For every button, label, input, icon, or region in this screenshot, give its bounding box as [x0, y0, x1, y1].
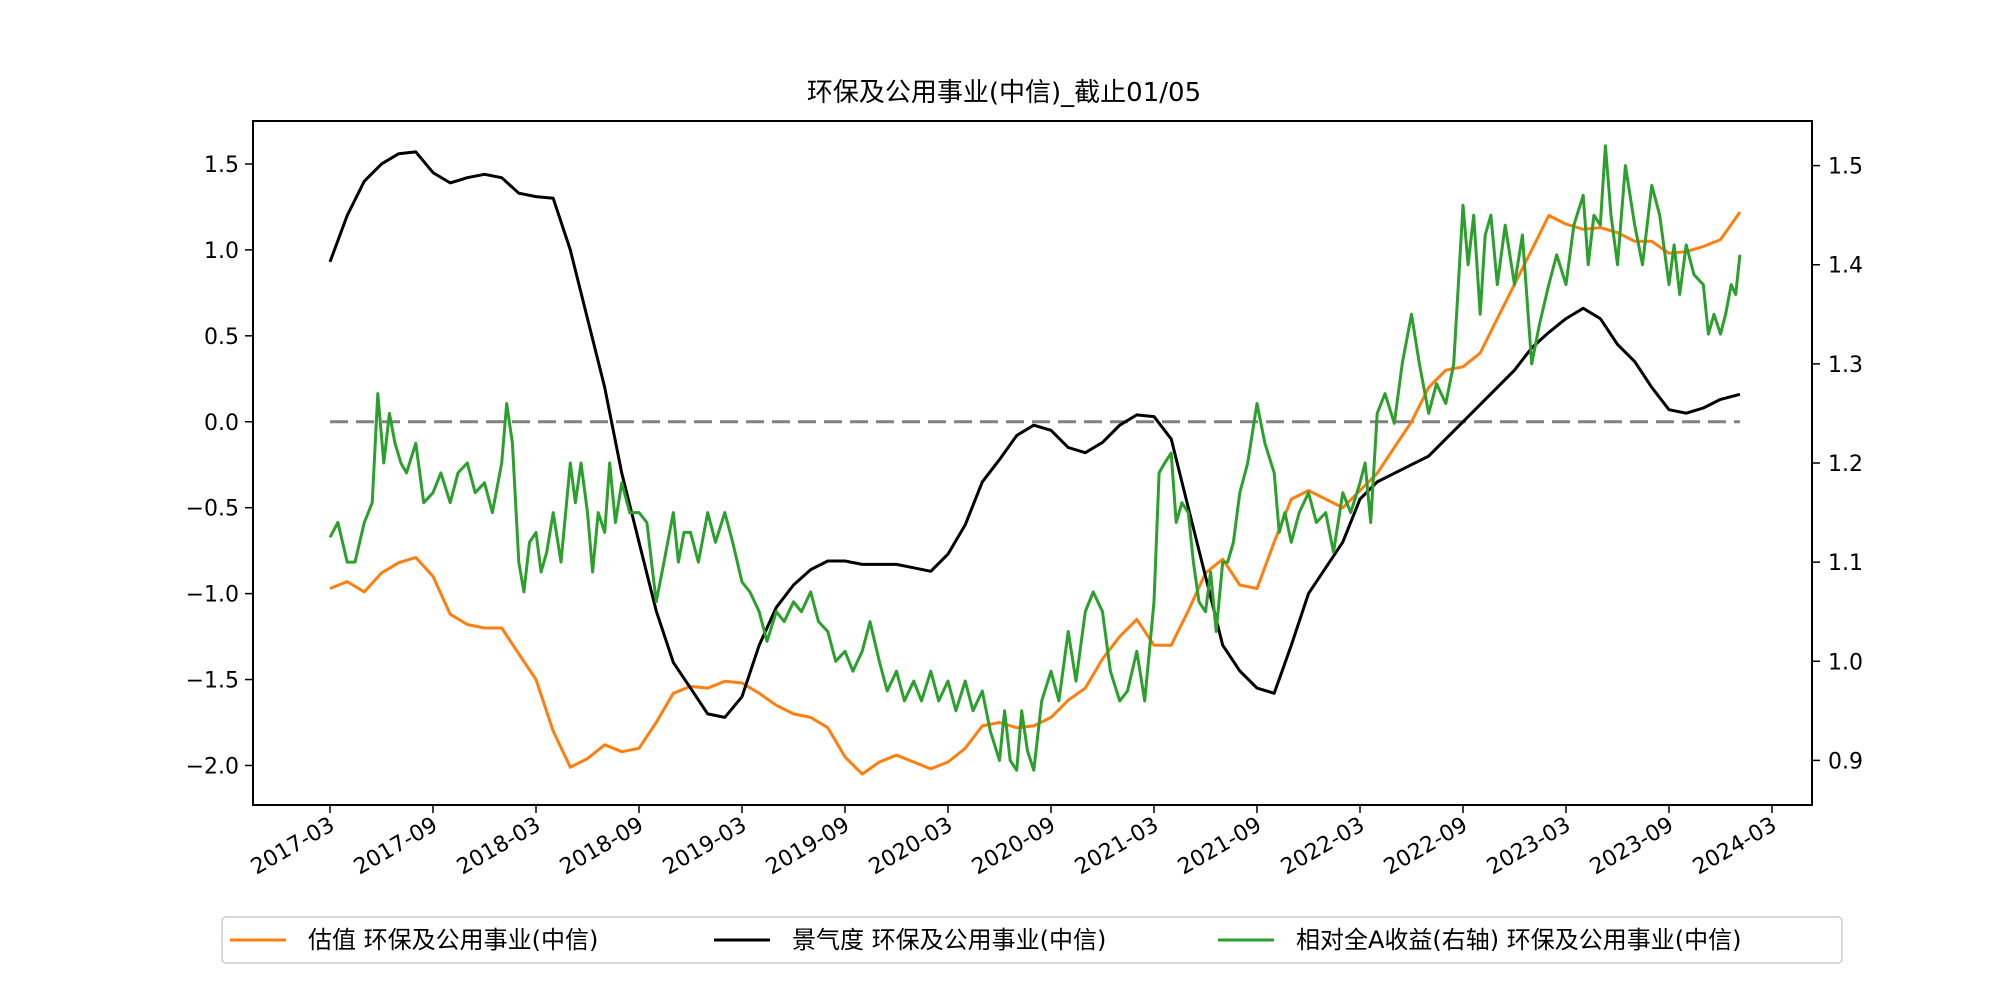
- y-right-tick-label: 1.4: [1828, 254, 1863, 279]
- y-left-tick-label: −0.5: [186, 497, 239, 522]
- x-tick-label: 2018-03: [453, 813, 545, 881]
- y-left-tick-label: 0.5: [204, 325, 239, 350]
- y-right-tick-label: 1.1: [1828, 551, 1863, 576]
- y-left-tick-label: −2.0: [186, 754, 239, 779]
- x-tick-label: 2021-03: [1071, 813, 1163, 881]
- x-tick-label: 2018-09: [556, 813, 648, 881]
- y-left-tick-label: 1.0: [204, 239, 239, 264]
- legend: 估值 环保及公用事业(中信) 景气度 环保及公用事业(中信) 相对全A收益(右轴…: [221, 916, 1843, 964]
- x-tick-label: 2017-09: [350, 813, 442, 881]
- prosperity-line: [328, 150, 1741, 719]
- x-tick-label: 2023-03: [1483, 813, 1575, 881]
- x-tick-label: 2019-03: [659, 813, 751, 881]
- y-right-tick-label: 0.9: [1828, 749, 1863, 774]
- chart-title: 环保及公用事业(中信)_截止01/05: [807, 78, 1201, 108]
- y-right-tick-label: 1.2: [1828, 452, 1863, 477]
- y-left-tick-label: 0.0: [204, 411, 239, 436]
- y-right-tick-label: 1.0: [1828, 650, 1863, 675]
- legend-label-relative: 相对全A收益(右轴) 环保及公用事业(中信): [1296, 926, 1742, 954]
- x-tick-label: 2021-09: [1174, 813, 1266, 881]
- legend-label-prosperity: 景气度 环保及公用事业(中信): [792, 926, 1106, 954]
- plot-area: −2.0 −1.5 −1.0 −0.5 0.0 0.5 1.0 1.5 0.9 1.0 1.1 1.2…: [186, 120, 1863, 881]
- plot-frame: [252, 120, 1813, 806]
- x-tick-label: 2017-03: [247, 813, 339, 881]
- x-tick-label: 2022-09: [1380, 813, 1472, 881]
- y-left-tick-label: 1.5: [204, 153, 239, 178]
- x-tick-label: 2024-03: [1689, 813, 1781, 881]
- y-right-tick-label: 1.5: [1828, 155, 1863, 180]
- x-tick-label: 2023-09: [1586, 813, 1678, 881]
- valuation-line: [329, 211, 1742, 776]
- y-right-tick-label: 1.3: [1828, 353, 1863, 378]
- x-tick-label: 2020-09: [968, 813, 1060, 881]
- x-tick-label: 2019-09: [762, 813, 854, 881]
- legend-label-valuation: 估值 环保及公用事业(中信): [308, 926, 598, 954]
- y-left-tick-label: −1.5: [186, 669, 239, 694]
- relative-return-line: [328, 144, 1742, 772]
- legend-frame: [221, 916, 1843, 964]
- y-left-tick-label: −1.0: [186, 583, 239, 608]
- x-tick-label: 2020-03: [865, 813, 957, 881]
- x-tick-label: 2022-03: [1277, 813, 1369, 881]
